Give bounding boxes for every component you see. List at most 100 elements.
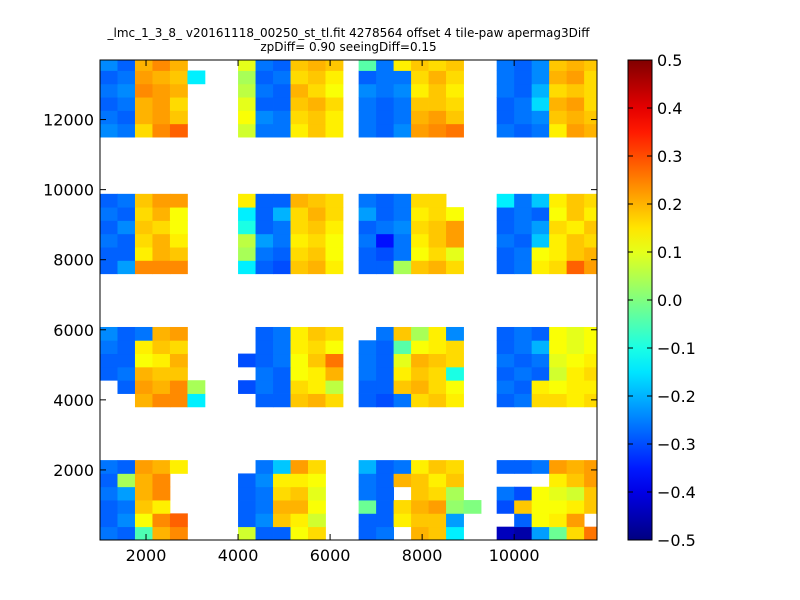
heatmap-cell: [549, 526, 568, 541]
heatmap-cell: [238, 353, 256, 368]
heatmap-cell: [531, 83, 550, 98]
heatmap-cell: [566, 193, 585, 208]
heatmap-cell: [273, 353, 291, 368]
heatmap-cell: [358, 123, 377, 138]
heatmap-cell: [134, 380, 153, 394]
heatmap-cell: [255, 486, 274, 501]
heatmap-cell: [566, 353, 585, 368]
heatmap-cell: [169, 366, 188, 381]
heatmap-cell: [238, 60, 256, 71]
heatmap-cell: [134, 473, 153, 488]
heatmap-cell: [514, 486, 533, 501]
heatmap-cell: [514, 366, 533, 381]
heatmap-cell: [376, 526, 394, 541]
heatmap-cell: [100, 247, 118, 261]
heatmap-cell: [376, 500, 394, 514]
heatmap-cell: [531, 193, 550, 208]
heatmap-cell: [134, 220, 153, 235]
heatmap-cell: [428, 233, 447, 248]
heatmap-cell: [134, 97, 153, 111]
heatmap-cell: [255, 220, 274, 235]
heatmap-cell: [152, 486, 171, 501]
heatmap-cell: [152, 473, 171, 488]
heatmap-cell: [134, 260, 153, 275]
heatmap-cell: [152, 526, 171, 541]
heatmap-cell: [273, 460, 291, 474]
colorbar-tick-label: −0.4: [657, 483, 696, 502]
heatmap-cell: [255, 340, 274, 355]
heatmap-cell: [428, 380, 447, 394]
heatmap-cell: [376, 260, 394, 275]
heatmap-cell: [411, 473, 429, 488]
heatmap-cell: [463, 500, 482, 514]
heatmap-cell: [255, 83, 274, 98]
heatmap-cell: [100, 366, 118, 381]
heatmap-cell: [549, 326, 568, 341]
heatmap-cell: [290, 353, 309, 368]
heatmap-cell: [584, 123, 598, 138]
y-tick-label: 12000: [43, 111, 94, 130]
heatmap-cell: [134, 393, 153, 408]
heatmap-cell: [290, 513, 309, 528]
heatmap-cell: [393, 340, 412, 355]
heatmap-cell: [549, 83, 568, 98]
y-tick-label: 6000: [53, 321, 94, 340]
heatmap-cell: [496, 260, 515, 275]
heatmap-cell: [358, 380, 377, 394]
heatmap-cell: [273, 526, 291, 541]
heatmap-cell: [531, 460, 550, 474]
heatmap-cell: [428, 83, 447, 98]
heatmap-cell: [411, 193, 429, 208]
heatmap-cell: [376, 513, 394, 528]
heatmap-cell: [152, 380, 171, 394]
heatmap-cell: [134, 193, 153, 208]
heatmap-cell: [134, 340, 153, 355]
heatmap-cell: [117, 247, 136, 261]
heatmap-cell: [325, 207, 344, 221]
heatmap-cell: [152, 233, 171, 248]
heatmap-cell: [100, 60, 118, 71]
heatmap-cell: [411, 340, 429, 355]
heatmap-cell: [496, 70, 515, 85]
heatmap-cell: [117, 486, 136, 501]
heatmap-cell: [428, 326, 447, 341]
heatmap-cell: [411, 326, 429, 341]
heatmap-cell: [117, 233, 136, 248]
heatmap-cell: [134, 460, 153, 474]
heatmap-cell: [411, 260, 429, 275]
heatmap-cell: [290, 393, 309, 408]
heatmap-cell: [376, 193, 394, 208]
heatmap-cell: [134, 110, 153, 125]
heatmap-cell: [496, 393, 515, 408]
heatmap-cell: [169, 123, 188, 138]
heatmap-cell: [308, 97, 326, 111]
heatmap-cell: [549, 353, 568, 368]
heatmap-cell: [446, 393, 464, 408]
heatmap-cell: [358, 353, 377, 368]
heatmap-cell: [428, 110, 447, 125]
heatmap-cell: [100, 207, 118, 221]
heatmap-cell: [514, 340, 533, 355]
heatmap-cell: [514, 123, 533, 138]
heatmap-cell: [238, 260, 256, 275]
heatmap-cell: [428, 353, 447, 368]
heatmap-cell: [393, 233, 412, 248]
heatmap-cell: [358, 460, 377, 474]
heatmap-cell: [393, 366, 412, 381]
heatmap-cell: [308, 207, 326, 221]
heatmap-cell: [255, 353, 274, 368]
plot-frame: [99, 59, 598, 541]
colorbar-tick-label: 0.2: [657, 195, 682, 214]
heatmap-cell: [446, 110, 464, 125]
heatmap-cell: [100, 97, 118, 111]
heatmap-cell: [446, 70, 464, 85]
heatmap-cell: [358, 60, 377, 71]
colorbar-tick-label: −0.5: [657, 531, 696, 550]
heatmap-cell: [566, 247, 585, 261]
heatmap-cell: [566, 207, 585, 221]
heatmap-cell: [428, 340, 447, 355]
heatmap-cell: [152, 70, 171, 85]
heatmap-cell: [446, 123, 464, 138]
heatmap-cell: [169, 193, 188, 208]
heatmap-cell: [134, 366, 153, 381]
